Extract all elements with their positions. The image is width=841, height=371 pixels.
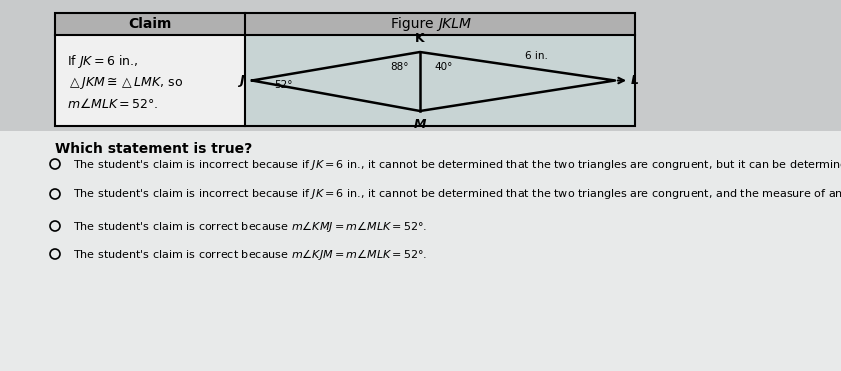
Text: The student's claim is correct because $m\angle KJM = m\angle MLK = 52°$.: The student's claim is correct because $… [73,246,427,262]
Text: $m\angle MLK = 52°$.: $m\angle MLK = 52°$. [67,97,158,111]
Text: L: L [631,74,639,87]
Bar [55,13,635,35]
Text: Which statement is true?: Which statement is true? [55,142,252,156]
Text: K: K [415,32,425,45]
Text: The student's claim is correct because $m\angle KMJ = m\angle MLK = 52°$.: The student's claim is correct because $… [73,219,427,233]
Text: The student's claim is incorrect because if $JK = 6$ in., it cannot be determine: The student's claim is incorrect because… [73,187,841,201]
Text: J: J [240,74,244,87]
Text: The student's claim is incorrect because if $JK = 6$ in., it cannot be determine: The student's claim is incorrect because… [73,157,841,171]
Text: JKLM: JKLM [438,17,471,31]
Bar [55,35,245,126]
Text: 88°: 88° [391,62,410,72]
Text: M: M [414,118,426,131]
Text: 6 in.: 6 in. [526,51,548,61]
Bar [0,131,841,371]
Text: 52°: 52° [274,79,293,89]
Text: 40°: 40° [434,62,452,72]
Text: If $JK = 6$ in.,: If $JK = 6$ in., [67,53,138,70]
Bar [55,13,635,126]
Bar [245,35,635,126]
Text: $\triangle JKM \cong \triangle LMK$, so: $\triangle JKM \cong \triangle LMK$, so [67,75,183,91]
Text: Figure: Figure [391,17,438,31]
Bar [55,13,635,126]
Text: Claim: Claim [129,17,172,31]
